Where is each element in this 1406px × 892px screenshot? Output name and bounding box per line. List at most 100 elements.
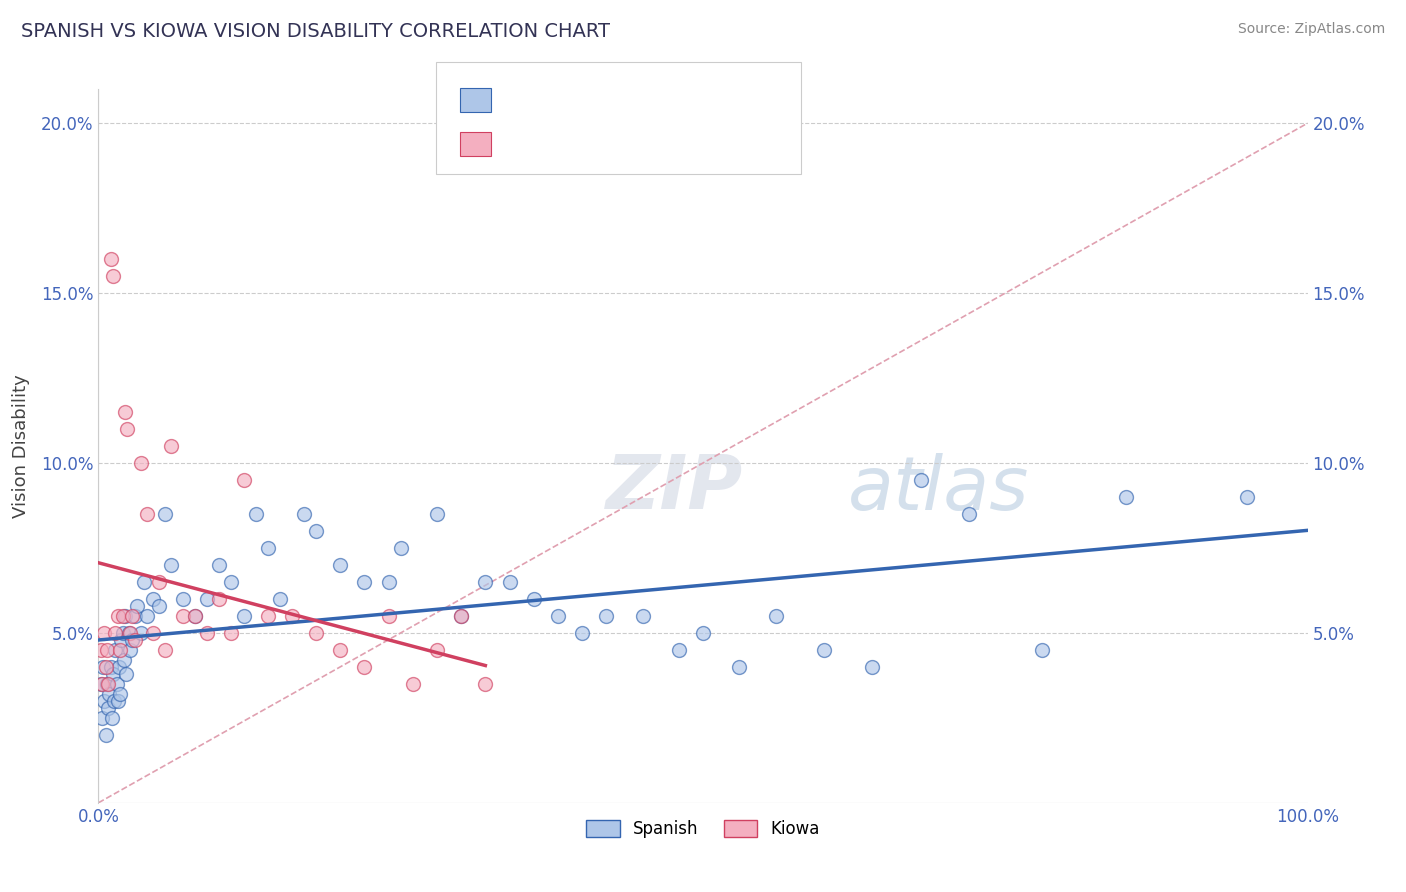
Kiowa [195,626,218,640]
Spanish [595,608,617,623]
Kiowa [221,626,243,640]
Legend: Spanish, Kiowa: Spanish, Kiowa [579,813,827,845]
Kiowa [305,626,328,640]
Spanish [692,626,714,640]
Spanish [90,677,112,691]
Kiowa [93,626,115,640]
Kiowa [129,456,152,470]
Spanish [184,608,207,623]
Spanish [547,608,569,623]
Spanish [111,626,134,640]
Kiowa [208,591,231,606]
Kiowa [121,608,143,623]
Spanish [160,558,183,572]
Spanish [104,643,127,657]
Text: ZIP: ZIP [606,452,744,525]
Spanish [195,591,218,606]
Kiowa [281,608,304,623]
Spanish [208,558,231,572]
Spanish [1115,490,1137,504]
Spanish [474,574,496,589]
Spanish [910,473,932,487]
Spanish [108,660,131,674]
Spanish [110,632,132,647]
Text: R = 0.294: R = 0.294 [505,132,595,150]
Spanish [118,643,141,657]
Spanish [134,574,156,589]
Spanish [329,558,352,572]
Spanish [498,574,520,589]
Spanish [221,574,243,589]
Spanish [1236,490,1258,504]
Kiowa [142,626,165,640]
Spanish [91,711,114,725]
Kiowa [329,643,352,657]
Text: N = 69: N = 69 [624,87,688,105]
Spanish [142,591,165,606]
Kiowa [96,643,118,657]
Spanish [98,687,121,701]
Spanish [112,653,135,667]
Spanish [305,524,328,538]
Spanish [93,694,115,708]
Spanish [668,643,690,657]
Spanish [105,677,128,691]
Spanish [353,574,375,589]
Spanish [101,666,124,681]
Spanish [148,599,170,613]
Kiowa [114,405,136,419]
Spanish [450,608,472,623]
Spanish [115,666,138,681]
Y-axis label: Vision Disability: Vision Disability [11,374,30,518]
Text: SPANISH VS KIOWA VISION DISABILITY CORRELATION CHART: SPANISH VS KIOWA VISION DISABILITY CORRE… [21,22,610,41]
Spanish [269,591,291,606]
Text: Source: ZipAtlas.com: Source: ZipAtlas.com [1237,22,1385,37]
Kiowa [135,507,157,521]
Kiowa [232,473,254,487]
Spanish [523,591,546,606]
Spanish [96,677,118,691]
Spanish [97,700,120,714]
Kiowa [377,608,399,623]
Kiowa [474,677,496,691]
Kiowa [118,626,141,640]
Spanish [232,608,254,623]
Spanish [135,608,157,623]
Spanish [107,694,129,708]
Kiowa [124,632,146,647]
Spanish [127,599,149,613]
Kiowa [104,626,127,640]
Spanish [121,632,143,647]
Spanish [957,507,980,521]
Kiowa [111,608,134,623]
Spanish [172,591,194,606]
Spanish [1031,643,1053,657]
Spanish [256,541,278,555]
Spanish [426,507,449,521]
Spanish [129,626,152,640]
Spanish [103,694,125,708]
Kiowa [450,608,472,623]
Text: N = 39: N = 39 [624,132,688,150]
Kiowa [160,439,183,453]
Spanish [245,507,267,521]
Spanish [571,626,593,640]
Kiowa [153,643,176,657]
Kiowa [148,574,170,589]
Spanish [389,541,412,555]
Text: R = 0.296: R = 0.296 [505,87,595,105]
Kiowa [172,608,194,623]
Kiowa [107,608,129,623]
Spanish [94,728,117,742]
Spanish [631,608,654,623]
Spanish [765,608,787,623]
Kiowa [402,677,425,691]
Spanish [108,687,131,701]
Spanish [100,711,122,725]
Spanish [114,608,136,623]
Spanish [860,660,883,674]
Kiowa [108,643,131,657]
Spanish [91,660,114,674]
Kiowa [100,252,122,266]
Spanish [124,608,146,623]
